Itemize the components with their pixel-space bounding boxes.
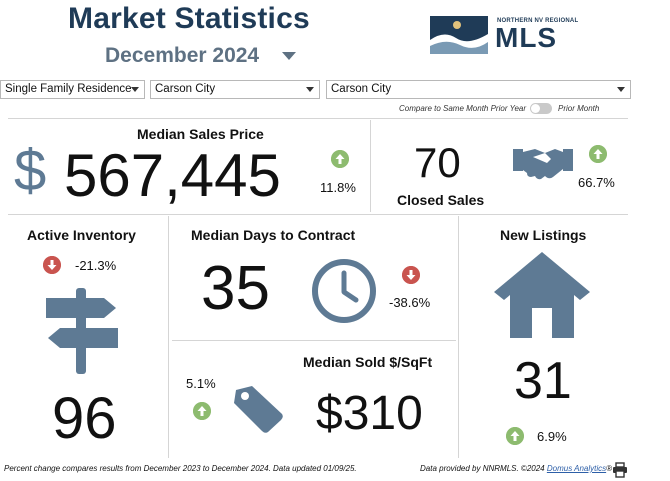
- arrow-down-icon: [43, 256, 61, 274]
- toggle-knob: [531, 104, 540, 113]
- print-icon[interactable]: [612, 462, 628, 478]
- arrow-up-icon: [193, 402, 211, 420]
- arrow-up-icon: [506, 427, 524, 445]
- median-days-label: Median Days to Contract: [191, 227, 356, 243]
- divider: [8, 214, 628, 215]
- area-select[interactable]: Carson City: [326, 80, 631, 99]
- city-select[interactable]: Carson City: [150, 80, 320, 99]
- domus-analytics-link[interactable]: Domus Analytics: [546, 464, 607, 473]
- closed-sales-change: 66.7%: [578, 175, 615, 190]
- handshake-icon: [513, 149, 573, 180]
- median-sold-sqft-label: Median Sold $/SqFt: [303, 354, 433, 370]
- mls-logo-icon: [430, 16, 488, 54]
- closed-sales-label: Closed Sales: [397, 192, 485, 208]
- divider: [168, 216, 169, 458]
- city-value: Carson City: [155, 83, 216, 95]
- arrow-down-icon: [402, 266, 420, 284]
- new-listings-label: New Listings: [500, 227, 587, 243]
- active-inventory-change: -21.3%: [75, 258, 117, 273]
- median-sold-sqft-change: 5.1%: [186, 376, 216, 391]
- new-listings-change: 6.9%: [537, 429, 567, 444]
- arrow-up-icon: [589, 145, 607, 163]
- property-type-value: Single Family Residence: [5, 83, 132, 95]
- arrow-up-icon: [331, 150, 349, 168]
- median-days-value: 35: [201, 254, 270, 323]
- house-icon: [494, 252, 590, 338]
- footer-note: Percent change compares results from Dec…: [4, 464, 357, 473]
- area-value: Carson City: [331, 83, 392, 95]
- dollar-icon: $: [14, 138, 47, 203]
- closed-sales-value: 70: [414, 139, 461, 186]
- divider: [458, 216, 459, 458]
- property-type-select[interactable]: Single Family Residence: [0, 80, 145, 99]
- signpost-icon: [46, 288, 118, 374]
- new-listings-value: 31: [514, 352, 572, 410]
- median-days-change: -38.6%: [389, 295, 431, 310]
- footer-credit-text: Data provided by NNRMLS. ©2024: [420, 464, 545, 473]
- chevron-down-icon: [617, 87, 625, 92]
- registered-mark: ®: [606, 464, 613, 473]
- logo-subtitle: NORTHERN NV REGIONAL: [497, 18, 579, 24]
- month-dropdown-caret-icon[interactable]: [282, 52, 296, 60]
- active-inventory-label: Active Inventory: [27, 227, 136, 243]
- active-inventory-value: 96: [52, 386, 117, 451]
- logo-title: MLS: [495, 22, 558, 53]
- median-sales-price-change: 11.8%: [320, 180, 356, 195]
- page-title: Market Statistics: [68, 2, 310, 35]
- footer-credit: Data provided by NNRMLS. ©2024 Domus Ana…: [420, 464, 612, 473]
- compare-right-label: Prior Month: [558, 104, 600, 113]
- divider: [370, 120, 371, 212]
- price-tag-icon: [234, 386, 283, 433]
- median-sales-price-label: Median Sales Price: [137, 126, 264, 142]
- chevron-down-icon: [131, 87, 139, 92]
- median-sold-sqft-value: $310: [316, 387, 423, 440]
- divider: [172, 340, 456, 341]
- median-sales-price-value: 567,445: [64, 142, 281, 209]
- compare-toggle[interactable]: [530, 103, 552, 114]
- chevron-down-icon: [306, 87, 314, 92]
- divider: [8, 118, 628, 119]
- month-selector[interactable]: December 2024: [105, 44, 260, 67]
- clock-icon: [312, 259, 376, 323]
- compare-left-label: Compare to Same Month Prior Year: [399, 104, 527, 113]
